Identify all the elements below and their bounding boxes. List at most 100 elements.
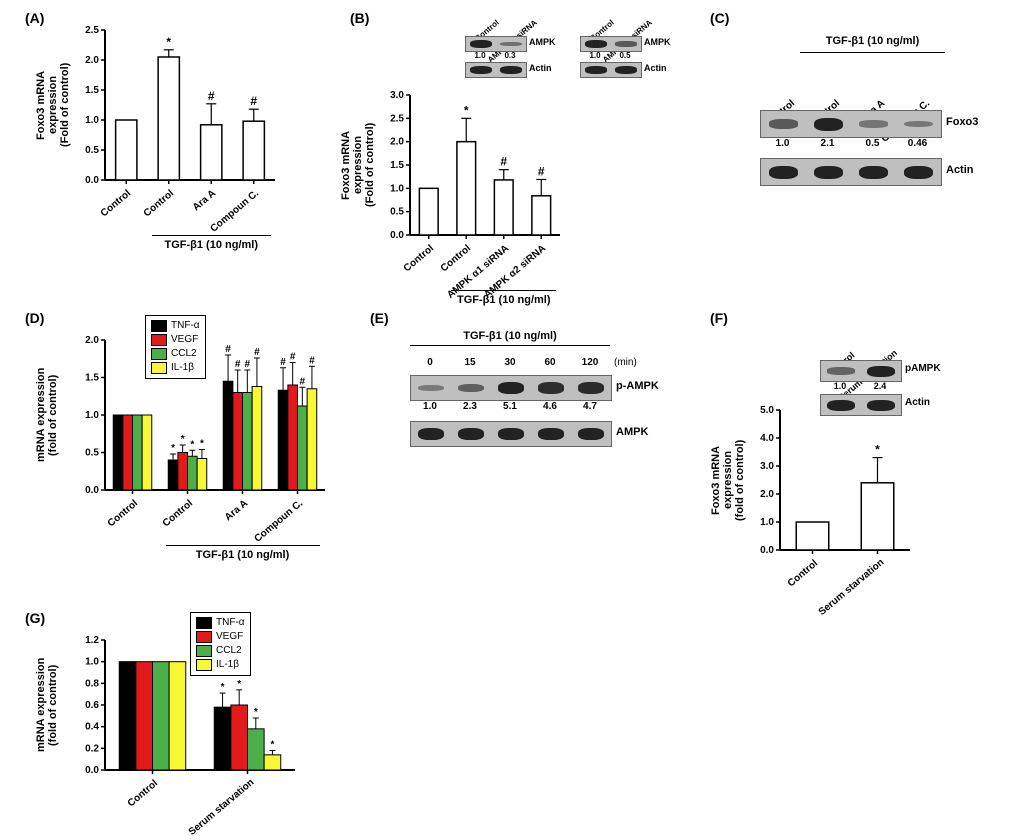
A-ylabel: Foxo3 mRNA expression (Fold of control) (35, 55, 71, 155)
panel-f-label: (F) (710, 310, 728, 326)
B-ylabel: Foxo3 mRNA expression (Fold of control) (340, 115, 376, 215)
C-rowlab-1: Actin (946, 164, 974, 176)
svg-text:#: # (208, 89, 215, 103)
svg-text:0.0: 0.0 (760, 545, 774, 556)
svg-text:*: * (166, 35, 171, 49)
svg-text:*: * (254, 707, 258, 718)
svg-text:5.0: 5.0 (760, 405, 774, 416)
C-rowlab-0: Foxo3 (946, 116, 978, 128)
svg-text:*: * (171, 443, 175, 454)
svg-text:3.0: 3.0 (760, 461, 774, 472)
B-inset-1-v-1: 0.5 (610, 51, 640, 60)
E-val-0-0: 1.0 (410, 401, 450, 412)
B-inset-0-v-1: 0.3 (495, 51, 525, 60)
C-treat: TGF-β1 (10 ng/ml) (780, 35, 965, 47)
svg-text:1.0: 1.0 (760, 517, 774, 528)
B-inset-1-blot-0 (580, 36, 642, 52)
B-treat-line (451, 290, 556, 291)
A-treat-text: TGF-β1 (10 ng/ml) (152, 239, 271, 251)
G-chart: 0.00.20.40.60.81.01.2**** (60, 630, 310, 840)
svg-text:0.6: 0.6 (85, 700, 99, 711)
svg-text:3.0: 3.0 (390, 90, 404, 101)
B-inset-1-blot-1 (580, 62, 642, 78)
svg-text:1.0: 1.0 (85, 410, 99, 421)
G-ylabel: mRNA expression (fold of control) (35, 655, 59, 755)
svg-text:2.0: 2.0 (760, 489, 774, 500)
E-rowlab-1: AMPK (616, 426, 648, 438)
panel-d-label: (D) (25, 310, 44, 326)
svg-text:2.0: 2.0 (390, 137, 404, 148)
E-blot-AMPK (410, 421, 612, 447)
svg-text:#: # (225, 344, 231, 355)
svg-text:2.0: 2.0 (85, 55, 99, 66)
svg-text:#: # (538, 164, 545, 178)
D-legend: TNF-αVEGFCCL2IL-1β (145, 315, 206, 379)
E-lane-0: 0 (410, 357, 450, 368)
G-legend: TNF-αVEGFCCL2IL-1β (190, 612, 251, 676)
C-val-0-3: 0.46 (895, 138, 940, 149)
F-inset-v-0-1: 2.4 (860, 381, 900, 391)
C-val-0-2: 0.5 (850, 138, 895, 149)
svg-text:2.5: 2.5 (390, 113, 404, 124)
svg-text:0.0: 0.0 (85, 765, 99, 776)
svg-text:#: # (309, 355, 315, 366)
B-inset-0-v-0: 1.0 (465, 51, 495, 60)
svg-text:1.2: 1.2 (85, 635, 99, 646)
A-treat-line (152, 235, 271, 236)
svg-text:#: # (290, 352, 296, 363)
svg-text:#: # (250, 94, 257, 108)
C-val-0-0: 1.0 (760, 138, 805, 149)
E-lane-3: 60 (530, 357, 570, 368)
E-rowlab-0: p-AMPK (616, 380, 659, 392)
panel-a-label: (A) (25, 10, 44, 26)
B-inset-0-blot-1 (465, 62, 527, 78)
svg-text:2.0: 2.0 (85, 335, 99, 346)
svg-text:0.0: 0.0 (85, 485, 99, 496)
svg-text:2.5: 2.5 (85, 25, 99, 36)
svg-text:0.5: 0.5 (390, 207, 404, 218)
F-inset-lab-1: Actin (905, 397, 930, 408)
svg-text:1.5: 1.5 (390, 160, 404, 171)
D-treat-text: TGF-β1 (10 ng/ml) (166, 549, 320, 561)
svg-text:0.0: 0.0 (85, 175, 99, 186)
panel-e-label: (E) (370, 310, 389, 326)
E-val-0-4: 4.7 (570, 401, 610, 412)
E-val-0-1: 2.3 (450, 401, 490, 412)
B-inset-0-lab-0: AMPK (529, 37, 556, 47)
svg-text:0.5: 0.5 (85, 448, 99, 459)
B-inset-0-lab-1: Actin (529, 63, 552, 73)
E-treat: TGF-β1 (10 ng/ml) (410, 330, 610, 342)
svg-text:0.8: 0.8 (85, 678, 99, 689)
svg-text:#: # (235, 359, 241, 370)
svg-text:0.2: 0.2 (85, 743, 99, 754)
panel-g-label: (G) (25, 610, 45, 626)
svg-text:*: * (270, 740, 274, 751)
E-blot-p-AMPK (410, 375, 612, 401)
B-inset-1-v-0: 1.0 (580, 51, 610, 60)
panel-b-label: (B) (350, 10, 369, 26)
F-ylabel: Foxo3 mRNA expression (fold of control) (710, 430, 746, 530)
F-inset-blot-0 (820, 360, 902, 382)
E-lane-4: 120 (570, 357, 610, 368)
E-min: (min) (614, 357, 637, 368)
C-treat-line (800, 52, 945, 53)
svg-text:0.0: 0.0 (390, 230, 404, 241)
F-chart: 0.01.02.03.04.05.0* (735, 400, 925, 620)
svg-text:1.0: 1.0 (85, 115, 99, 126)
svg-text:1.0: 1.0 (390, 183, 404, 194)
C-val-0-1: 2.1 (805, 138, 850, 149)
svg-text:#: # (280, 357, 286, 368)
D-treat-line (166, 545, 320, 546)
svg-text:*: * (464, 103, 469, 117)
panel-c-label: (C) (710, 10, 729, 26)
C-blot-Foxo3 (760, 110, 942, 138)
B-inset-0-blot-0 (465, 36, 527, 52)
B-treat-text: TGF-β1 (10 ng/ml) (451, 294, 556, 306)
svg-text:0.5: 0.5 (85, 145, 99, 156)
B-inset-1-lab-0: AMPK (644, 37, 671, 47)
svg-text:*: * (237, 679, 241, 690)
svg-text:#: # (245, 359, 251, 370)
F-inset-lab-0: pAMPK (905, 363, 941, 374)
svg-text:1.5: 1.5 (85, 373, 99, 384)
svg-text:#: # (254, 347, 260, 358)
